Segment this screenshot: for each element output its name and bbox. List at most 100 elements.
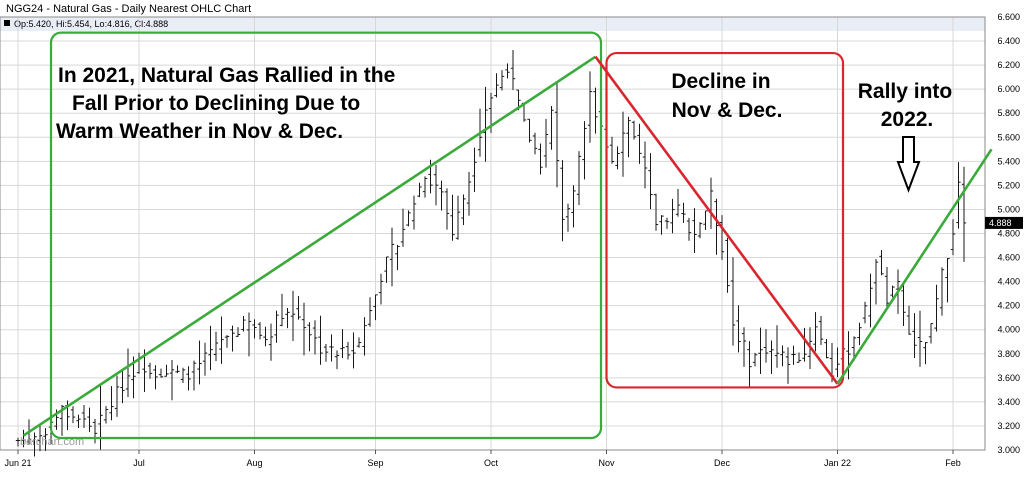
ohlc-bar: [587, 71, 593, 143]
y-tick-label: 3.000: [997, 445, 1020, 455]
y-tick-label: 6.000: [997, 84, 1020, 94]
ohlc-bar: [945, 257, 950, 303]
y-tick-label: 6.600: [997, 12, 1020, 22]
ohlc-bar: [109, 386, 114, 421]
ohlc-bar: [246, 312, 252, 357]
annotation-line-3: Warm Weather in Nov & Dec.: [56, 120, 343, 143]
ohlc-bar: [312, 320, 318, 355]
ohlc-bar: [345, 342, 351, 360]
y-tick-label: 4.800: [997, 229, 1020, 239]
ohlc-bar: [615, 146, 620, 170]
ohlc-bar: [15, 437, 21, 447]
ohlc-bar: [862, 301, 868, 324]
ohlc-bar: [411, 195, 417, 230]
annotation-rally-line-2: 2022.: [881, 108, 934, 131]
x-tick-label: Sep: [367, 458, 383, 468]
ohlc-bar: [351, 332, 356, 369]
last-price-label: 4.888: [989, 218, 1012, 228]
ohlc-bar: [362, 317, 367, 356]
ohlc-bar: [400, 208, 406, 247]
ohlc-bar: [191, 360, 197, 391]
ohlc-bar: [648, 153, 653, 210]
red-highlight-box: [605, 51, 845, 389]
ohlc-bar: [631, 120, 637, 140]
ohlc-bar: [164, 364, 169, 377]
ohlc-bar: [395, 244, 400, 271]
ohlc-bar: [901, 284, 906, 327]
x-tick-label: Jul: [133, 458, 145, 468]
ohlc-bar: [637, 123, 642, 164]
y-tick-label: 3.600: [997, 373, 1020, 383]
ohlc-bar: [175, 365, 180, 374]
ohlc-bar: [912, 313, 917, 358]
ohlc-bar: [813, 312, 818, 352]
ohlc-bar: [202, 342, 208, 376]
y-tick-label: 6.200: [997, 60, 1020, 70]
ohlc-bar: [626, 116, 631, 158]
ohlc-bar: [961, 166, 967, 262]
y-tick-label: 5.000: [997, 204, 1020, 214]
ohlc-bar: [730, 257, 736, 346]
ohlc-bar: [846, 331, 851, 380]
ohlc-bar: [835, 347, 840, 378]
ohlc-bar: [879, 250, 884, 276]
annotation-rally-line-1: Rally into: [858, 80, 953, 103]
ohlc-bar: [565, 203, 571, 232]
ohlc-bar: [334, 350, 340, 370]
ohlc-bar: [934, 284, 939, 332]
ohlc-bar: [818, 315, 824, 346]
ohlc-bar: [422, 176, 428, 198]
x-tick-label: Jun 21: [4, 458, 31, 468]
x-tick-label: Feb: [945, 458, 961, 468]
y-tick-label: 4.600: [997, 253, 1020, 263]
ohlc-bar: [532, 132, 538, 155]
ohlc-bar: [43, 428, 48, 451]
ohlc-bar: [356, 337, 362, 348]
ohlc-bar: [373, 294, 378, 321]
y-tick-label: 5.800: [997, 108, 1020, 118]
ohlc-bar: [389, 227, 395, 287]
ohlc-bar: [758, 327, 763, 375]
ohlc-bar: [697, 222, 703, 239]
ohlc-bar: [499, 70, 505, 91]
trendline: [22, 55, 597, 437]
y-tick-label: 6.400: [997, 36, 1020, 46]
ohlc-bar: [593, 87, 598, 134]
ohlc-bar: [868, 273, 873, 328]
ohlc-bar: [235, 327, 241, 337]
ohlc-bar: [560, 160, 565, 242]
ohlc-bar: [81, 404, 87, 429]
ohlc-bar: [252, 319, 257, 339]
y-tick-label: 4.000: [997, 325, 1020, 335]
y-tick-label: 5.400: [997, 156, 1020, 166]
ohlc-bar: [714, 198, 719, 255]
red-box-annotation: Decline in Nov & Dec.: [671, 70, 782, 122]
y-tick-label: 3.800: [997, 349, 1020, 359]
ohlc-bar: [340, 329, 345, 359]
y-tick-label: 3.200: [997, 421, 1020, 431]
annotation-line-2: Fall Prior to Declining Due to: [72, 92, 360, 115]
ohlc-bar: [659, 215, 664, 235]
ohlc-bar: [274, 310, 279, 343]
y-tick-label: 5.200: [997, 180, 1020, 190]
ohlc-bar: [543, 118, 549, 168]
annotation-decline-line-1: Decline in: [671, 70, 770, 93]
annotation-overlays: [22, 31, 993, 440]
ohlc-bar: [950, 219, 956, 256]
ohlc-bar: [450, 194, 455, 241]
ohlc-bar: [76, 414, 81, 429]
y-tick-label: 3.400: [997, 397, 1020, 407]
ohlc-bar: [466, 171, 472, 216]
y-tick-label: 5.600: [997, 132, 1020, 142]
ohlc-bar: [725, 237, 730, 293]
ohlc-bar: [169, 359, 175, 401]
ohlc-bar: [263, 326, 268, 347]
ohlc-bar: [472, 147, 477, 192]
ohlc-bar: [114, 375, 120, 417]
ohlc-bar: [279, 293, 285, 327]
ohlc-bar: [224, 335, 230, 348]
ohlc-bar: [483, 86, 488, 162]
ohlc-bar: [956, 162, 961, 229]
plot-frame: [0, 16, 986, 451]
x-tick-label: Nov: [598, 458, 615, 468]
